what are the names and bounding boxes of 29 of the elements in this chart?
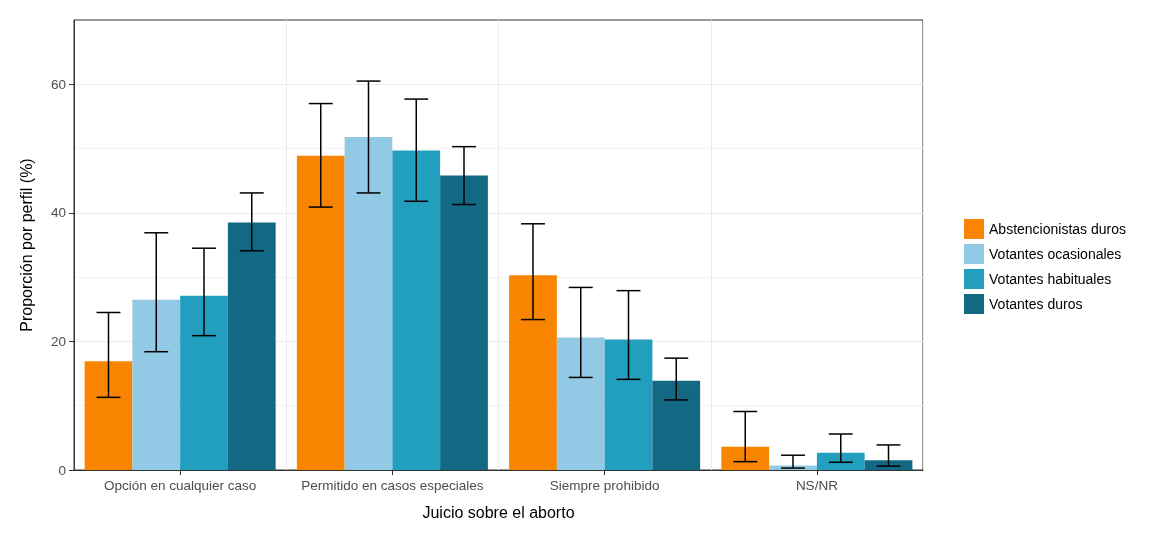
y-tick-label: 40 (50, 205, 66, 221)
y-tick-label: 60 (50, 76, 66, 92)
legend-label: Votantes duros (989, 296, 1083, 312)
bar (721, 446, 770, 470)
y-tick-label: 20 (50, 333, 66, 349)
x-tick-label: Opción en cualquier caso (103, 477, 257, 493)
bar (816, 452, 865, 470)
bar (344, 137, 393, 470)
bar (556, 337, 605, 470)
bar (604, 339, 653, 470)
x-tick-label: NS/NR (795, 477, 839, 493)
bar (440, 175, 488, 470)
x-tick-label: Permitido en casos especiales (301, 477, 484, 493)
bar (509, 275, 557, 470)
y-axis-title: Proporción por perfil (%) (17, 158, 35, 332)
bar (132, 299, 181, 470)
x-tick-label: Siempre prohibido (549, 477, 660, 493)
bar (864, 460, 913, 470)
bar (392, 150, 441, 470)
bar (227, 222, 276, 470)
bar (296, 155, 345, 470)
legend-label: Abstencionistas duros (989, 221, 1126, 237)
bar (84, 361, 133, 470)
y-tick-label: 0 (58, 462, 66, 478)
legend-label: Votantes ocasionales (989, 246, 1122, 262)
legend-label: Votantes habituales (989, 271, 1112, 287)
bar (652, 380, 701, 470)
x-axis-title: Juicio sobre el aborto (422, 503, 575, 521)
bar (180, 295, 228, 470)
